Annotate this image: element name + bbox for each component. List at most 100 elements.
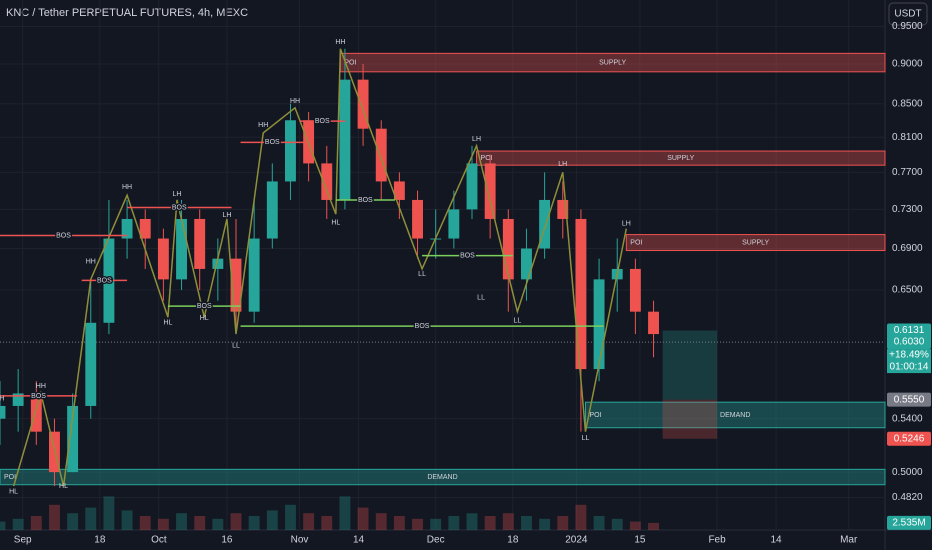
- swing-label: LH: [558, 161, 567, 168]
- candle-body: [521, 248, 532, 280]
- candle-body: [212, 258, 224, 269]
- zigzag-line: [12, 48, 628, 487]
- volume-bar: [85, 507, 97, 530]
- swing-label: LL: [232, 342, 240, 349]
- swing-label: HL: [9, 489, 18, 496]
- volume-bar: [593, 516, 605, 530]
- x-tick-label: 14: [771, 535, 783, 546]
- bos-label: BOS: [315, 118, 330, 125]
- candle-body: [466, 163, 478, 210]
- y-tick-label: 0.7700: [892, 167, 923, 178]
- volume-bar: [357, 507, 369, 530]
- swing-label: HL: [163, 320, 172, 327]
- swing-label: HL: [200, 315, 209, 322]
- y-tick-label: 0.6500: [892, 285, 923, 296]
- swing-label: LL: [582, 435, 590, 442]
- x-tick-label: 18: [94, 535, 106, 546]
- bos-label: BOS: [31, 393, 46, 400]
- currency-button[interactable]: [888, 2, 928, 26]
- zone: [0, 468, 886, 486]
- swing-label: HL: [331, 220, 340, 227]
- swing-label: HH: [122, 184, 132, 191]
- swing-label: LH: [472, 136, 481, 143]
- x-tick-label: Dec: [427, 535, 445, 546]
- volume-bar: [484, 516, 496, 530]
- zone-poi: POI: [344, 59, 356, 66]
- swing-label: HL: [59, 483, 68, 490]
- volume-bar: [393, 516, 405, 530]
- y-tick-label: 0.4820: [892, 492, 923, 503]
- swing-label: LH: [0, 395, 4, 402]
- swing-label: LH: [222, 212, 231, 219]
- position-stop: [662, 399, 718, 439]
- swing-label: LL: [513, 317, 521, 324]
- volume-bar: [466, 513, 478, 530]
- volume-bar: [0, 521, 6, 530]
- price-badge: [887, 392, 931, 407]
- zone-label: DEMAND: [720, 412, 750, 419]
- candle-body: [176, 218, 187, 280]
- candle-body: [248, 238, 260, 312]
- volume-bar: [303, 513, 315, 530]
- zone-poi: POI: [589, 412, 601, 419]
- candle-body: [0, 405, 6, 419]
- candle-body: [557, 199, 569, 219]
- price-badge: [887, 335, 931, 350]
- swing-label: LH: [622, 221, 631, 228]
- x-tick-label: 15: [634, 535, 646, 546]
- bos-label: BOS: [172, 204, 187, 211]
- y-tick-label: 0.9500: [892, 21, 923, 32]
- volume-bar: [629, 521, 641, 530]
- volume-bar: [611, 518, 623, 530]
- countdown: 01:00:14: [890, 362, 929, 373]
- volume-bar: [30, 516, 42, 530]
- volume-bar: [266, 510, 278, 530]
- zone-poi: POI: [481, 155, 493, 162]
- swing-label: HH: [86, 259, 96, 266]
- price-change: +18.49%: [889, 350, 929, 361]
- candle-body: [12, 393, 24, 406]
- candle-body: [194, 218, 206, 269]
- zone-label: SUPPLY: [599, 59, 626, 66]
- zone-label: SUPPLY: [667, 155, 694, 162]
- candle-body: [502, 218, 514, 280]
- volume-bar: [648, 522, 659, 530]
- x-tick-label: Mar: [840, 535, 858, 546]
- volume-bar: [248, 516, 260, 530]
- price-badge-label: 0.5246: [894, 433, 925, 444]
- y-tick-label: 0.8500: [892, 98, 923, 109]
- candle-body: [321, 163, 333, 200]
- volume-bar: [121, 510, 133, 530]
- bos-label: BOS: [97, 277, 112, 284]
- volume-bar: [375, 513, 387, 530]
- candle-body: [230, 258, 242, 312]
- volume-bar: [212, 518, 224, 530]
- swing-label: HH: [258, 122, 268, 129]
- y-tick-label: 0.8100: [892, 132, 923, 143]
- volume-bar: [339, 496, 351, 530]
- currency[interactable]: USDT: [894, 9, 921, 20]
- y-tick-label: 0.5400: [892, 413, 923, 424]
- volume-bar: [430, 518, 442, 530]
- bos-label: BOS: [460, 252, 475, 259]
- x-tick-label: Feb: [708, 535, 726, 546]
- swing-label: HH: [290, 98, 300, 105]
- chart-title: KNC / Tether PERPETUAL FUTURES, 4h, MEXC: [6, 7, 248, 19]
- volume-bar: [321, 516, 333, 530]
- swing-label: LL: [418, 271, 426, 278]
- x-tick-label: Nov: [291, 535, 309, 546]
- candle-body: [139, 218, 151, 239]
- volume-bar: [285, 504, 296, 530]
- candle-body: [629, 268, 641, 312]
- candle-body: [30, 393, 42, 432]
- volume-bar: [157, 518, 169, 530]
- candle-body: [393, 181, 405, 200]
- y-tick-label: 0.6900: [892, 243, 923, 254]
- x-tick-label: Oct: [151, 535, 167, 546]
- swing-label: HH: [335, 39, 345, 46]
- y-tick-label: 0.9000: [892, 59, 923, 70]
- candle-body: [648, 311, 659, 335]
- volume-bar: [557, 516, 569, 530]
